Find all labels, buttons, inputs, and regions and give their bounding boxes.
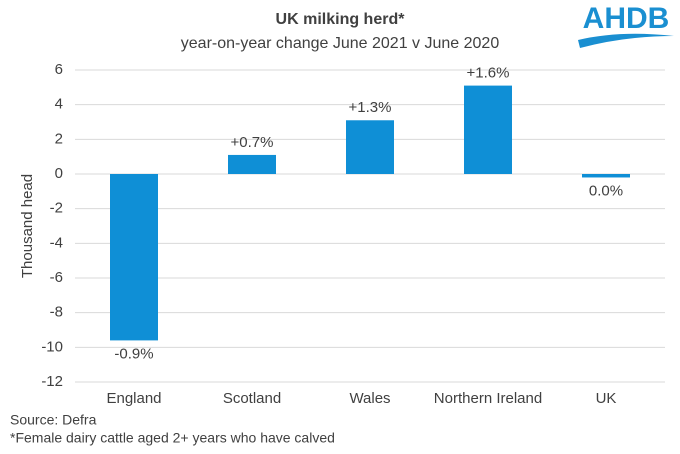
y-axis-label: Thousand head — [19, 174, 36, 278]
logo: AHDB — [583, 2, 670, 35]
bar — [228, 154, 276, 174]
value-label: +0.7% — [231, 134, 274, 151]
bar — [582, 174, 630, 178]
y-tick-label: 0 — [55, 165, 63, 182]
x-tick-label: Scotland — [223, 390, 281, 407]
y-tick-label: -2 — [50, 200, 63, 217]
chart-subtitle: year-on-year change June 2021 v June 202… — [181, 35, 500, 52]
y-tick-label: -10 — [41, 338, 63, 355]
value-label: 0.0% — [589, 182, 623, 199]
value-label: +1.3% — [349, 99, 392, 116]
source: Source: Defra — [10, 412, 97, 428]
y-tick-label: 4 — [55, 96, 63, 113]
bar — [110, 174, 158, 341]
x-tick-label: Northern Ireland — [434, 390, 542, 407]
x-tick-label: Wales — [349, 390, 390, 407]
y-tick-label: 2 — [55, 130, 63, 147]
bar — [464, 85, 512, 174]
y-tick-label: 6 — [55, 61, 63, 78]
x-tick-label: England — [106, 390, 161, 407]
logo-swoosh — [578, 33, 674, 48]
bar — [346, 120, 394, 174]
y-tick-label: -8 — [50, 304, 63, 321]
chart-title: UK milking herd* — [276, 11, 406, 28]
x-tick-label: UK — [596, 390, 617, 407]
y-tick-label: -4 — [50, 234, 63, 251]
y-tick-label: -6 — [50, 269, 63, 286]
note: *Female dairy cattle aged 2+ years who h… — [10, 430, 335, 446]
value-label: -0.9% — [114, 345, 153, 362]
y-tick-label: -12 — [41, 373, 63, 390]
value-label: +1.6% — [467, 65, 510, 82]
